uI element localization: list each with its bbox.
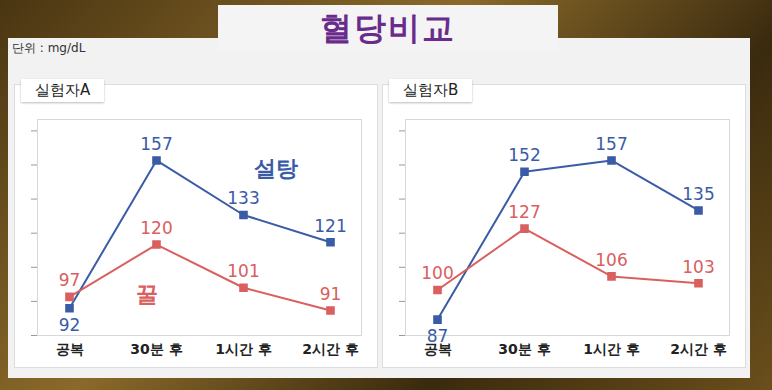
html-text:실험자A: 실험자A: [35, 81, 91, 99]
svg-text:공복: 공복: [56, 341, 84, 357]
svg-text:121: 121: [314, 216, 346, 236]
svg-text:101: 101: [227, 261, 259, 281]
html-text:실험자B: 실험자B: [403, 81, 459, 99]
svg-text:꿀: 꿀: [136, 282, 158, 307]
svg-text:133: 133: [227, 188, 259, 208]
svg-text:1시간 후: 1시간 후: [583, 341, 640, 357]
svg-text:설탕: 설탕: [254, 156, 298, 181]
html-text:단위 : mg/dL: 단위 : mg/dL: [12, 41, 86, 55]
svg-text:30분 후: 30분 후: [498, 341, 550, 357]
svg-text:127: 127: [508, 202, 540, 222]
svg-text:120: 120: [140, 218, 172, 238]
svg-text:87: 87: [427, 326, 449, 346]
svg-text:106: 106: [595, 250, 627, 270]
svg-text:135: 135: [682, 184, 714, 204]
svg-text:103: 103: [682, 257, 714, 277]
svg-text:157: 157: [595, 134, 627, 154]
svg-text:100: 100: [421, 263, 453, 283]
svg-text:30분 후: 30분 후: [130, 341, 182, 357]
svg-text:1시간 후: 1시간 후: [215, 341, 272, 357]
svg-text:97: 97: [59, 270, 81, 290]
svg-text:157: 157: [140, 134, 172, 154]
svg-text:92: 92: [59, 315, 81, 335]
svg-text:152: 152: [508, 145, 540, 165]
svg-text:공복: 공복: [423, 341, 452, 358]
svg-text:2시간 후: 2시간 후: [670, 341, 727, 357]
html-text:혈당비교: 혈당비교: [320, 9, 456, 47]
svg-text:91: 91: [320, 284, 342, 304]
svg-text:2시간 후: 2시간 후: [302, 341, 359, 357]
